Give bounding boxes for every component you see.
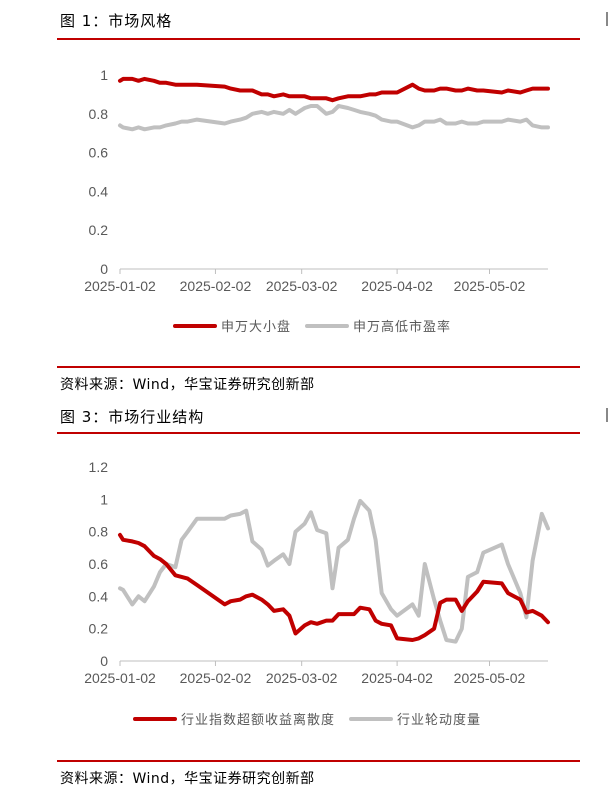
x-tick-label: 2025-05-02 bbox=[454, 670, 526, 686]
y-tick-label: 0.2 bbox=[89, 222, 109, 238]
figure-1-top-rule bbox=[57, 38, 580, 40]
x-tick-label: 2025-04-02 bbox=[361, 278, 433, 294]
legend-label: 行业指数超额收益离散度 bbox=[181, 712, 335, 727]
y-tick-label: 0.6 bbox=[89, 145, 109, 161]
figure-3-title: 图 3：市场行业结构 bbox=[60, 408, 205, 426]
x-tick-label: 2025-02-02 bbox=[180, 278, 252, 294]
y-tick-label: 1 bbox=[100, 491, 108, 507]
legend-label: 申万大小盘 bbox=[221, 319, 291, 334]
figure-3-source: 资料来源：Wind，华宝证券研究创新部 bbox=[60, 771, 315, 787]
y-tick-label: 1.2 bbox=[89, 459, 109, 475]
y-tick-label: 0.8 bbox=[89, 524, 109, 540]
series-line-2 bbox=[118, 498, 550, 644]
x-tick-label: 2025-01-02 bbox=[84, 670, 156, 686]
chart-1-market-style: 0 0.2 0.4 0.6 0.8 1 2025-01-02 2025-02-02 2025-0… bbox=[84, 67, 550, 334]
legend-label: 申万高低市盈率 bbox=[353, 319, 451, 334]
edge-partial-marker bbox=[606, 408, 614, 422]
edge-partial-marker bbox=[606, 12, 614, 26]
chart-3-industry-structure: 0 0.2 0.4 0.6 0.8 1 1.2 2025-01-02 2025-02-02 202… bbox=[84, 459, 550, 727]
figure-3-bottom-rule bbox=[57, 760, 580, 762]
y-tick-label: 0.4 bbox=[89, 183, 109, 199]
series-line-1 bbox=[118, 76, 550, 103]
y-tick-label: 0 bbox=[100, 261, 108, 277]
x-tick-label: 2025-03-02 bbox=[266, 670, 338, 686]
y-tick-label: 0.8 bbox=[89, 106, 109, 122]
figure-1-title: 图 1：市场风格 bbox=[60, 12, 173, 30]
y-tick-label: 1 bbox=[100, 67, 108, 83]
y-tick-label: 0 bbox=[100, 653, 108, 669]
legend-label: 行业轮动度量 bbox=[397, 712, 481, 727]
x-tick-label: 2025-05-02 bbox=[454, 278, 526, 294]
y-tick-label: 0.4 bbox=[89, 588, 109, 604]
series-line-1 bbox=[118, 532, 550, 642]
figure-1-source: 资料来源：Wind，华宝证券研究创新部 bbox=[60, 377, 315, 393]
y-tick-label: 0.6 bbox=[89, 556, 109, 572]
x-tick-label: 2025-03-02 bbox=[266, 278, 338, 294]
figure-3-top-rule bbox=[57, 432, 580, 434]
y-tick-label: 0.2 bbox=[89, 621, 109, 637]
figure-1-bottom-rule bbox=[57, 366, 580, 368]
series-line-2 bbox=[118, 104, 550, 132]
x-tick-label: 2025-01-02 bbox=[84, 278, 156, 294]
x-tick-label: 2025-02-02 bbox=[180, 670, 252, 686]
x-tick-label: 2025-04-02 bbox=[361, 670, 433, 686]
